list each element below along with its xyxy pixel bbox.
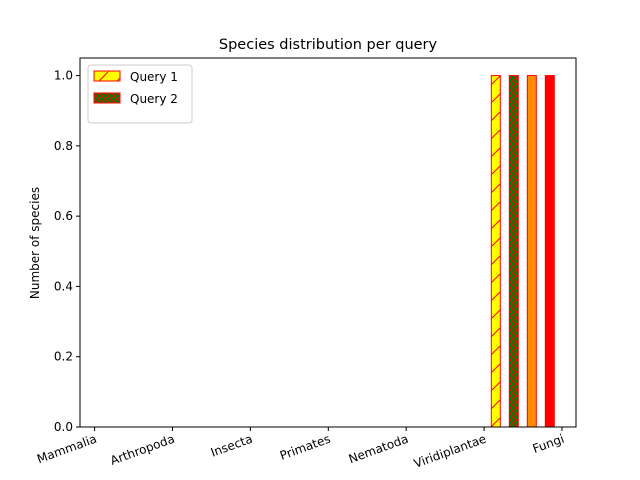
bar-hatch: [491, 75, 501, 428]
x-tick-label: Fungi: [531, 432, 566, 456]
chart-title: Species distribution per query: [219, 37, 438, 53]
y-tick-label: 0.4: [54, 279, 73, 293]
x-tick-label: Nematoda: [347, 432, 410, 467]
y-tick-label: 1.0: [54, 69, 73, 83]
legend: Query 1 Query 2: [87, 64, 193, 124]
y-tick-label: 0.2: [54, 350, 73, 364]
x-tick-label: Viridiplantae: [412, 432, 488, 471]
x-tick-label: Mammalia: [35, 432, 98, 467]
y-tick-label: 0.8: [54, 139, 73, 153]
bar-hatch: [509, 75, 519, 428]
legend-label: Query 2: [130, 92, 178, 106]
y-tick-label: 0.6: [54, 209, 73, 223]
bar-series-4-viridiplantae: [544, 75, 555, 428]
x-tick-label: Arthropoda: [108, 432, 176, 468]
y-axis-label: Number of species: [28, 187, 42, 299]
bars-group: [490, 75, 555, 428]
legend-swatch-hatch: [94, 71, 120, 81]
x-tick-label: Insecta: [209, 432, 255, 460]
legend-swatch-hatch: [94, 93, 120, 103]
x-tick-label: Primates: [278, 432, 332, 463]
bar-series-3-viridiplantae: [526, 75, 537, 428]
legend-label: Query 1: [130, 70, 178, 84]
y-tick-label: 0.0: [54, 420, 73, 434]
